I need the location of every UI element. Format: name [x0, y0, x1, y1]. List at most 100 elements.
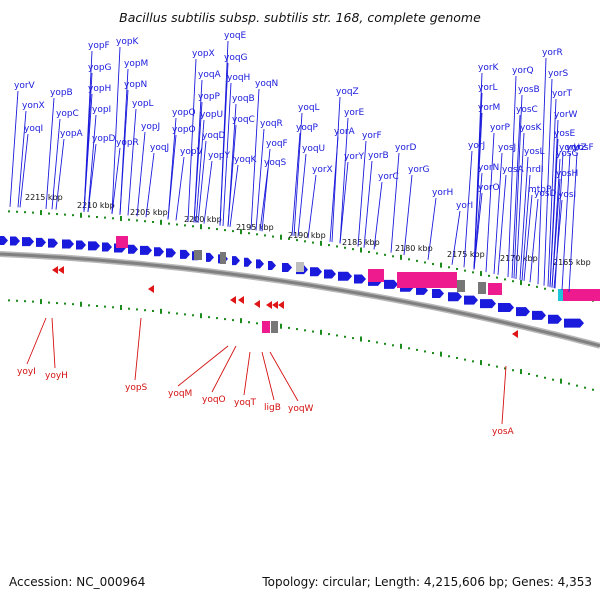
forward-gene-leader [259, 167, 269, 232]
upper-tick-mark [224, 229, 226, 232]
lower-tick-mark [528, 372, 530, 375]
forward-gene-arrow [22, 237, 34, 247]
forward-gene-arrow [180, 249, 190, 259]
lower-tick-mark [120, 304, 122, 310]
lower-tick-mark [472, 360, 474, 363]
reverse-gene-label: yoqO [202, 395, 226, 405]
forward-gene-arrow [0, 236, 8, 245]
reverse-gene-leader [261, 351, 275, 401]
forward-gene-arrow [416, 285, 428, 295]
lower-tick-mark [208, 316, 210, 319]
forward-gene-label: yoqE [224, 31, 247, 41]
forward-gene-arrow [432, 289, 444, 299]
forward-gene-label: yoqB [232, 94, 255, 104]
lower-tick-mark [360, 336, 362, 342]
forward-gene-label: yoqR [260, 119, 283, 129]
forward-gene-arrow [256, 259, 264, 269]
lower-tick-mark [536, 374, 538, 377]
forward-gene-leader [493, 152, 503, 274]
lower-tick-mark [576, 384, 578, 387]
upper-tick-mark [392, 255, 394, 258]
scale-label: 2205 kbp [130, 208, 168, 217]
upper-tick-mark [160, 219, 162, 225]
forward-gene-leader [427, 197, 437, 260]
upper-tick-mark [112, 217, 114, 220]
lower-tick-mark [488, 363, 490, 366]
forward-gene-arrow [532, 310, 546, 320]
upper-tick-mark [368, 250, 370, 253]
forward-gene-label: yorE [344, 108, 365, 118]
feature-box [563, 289, 600, 301]
upper-tick-mark [32, 211, 34, 214]
forward-gene-label: yopH [88, 84, 111, 94]
upper-tick-mark [432, 263, 434, 266]
forward-gene-label: yorC [378, 172, 399, 182]
forward-gene-label: yorM [478, 103, 500, 113]
feature-box [478, 282, 486, 294]
upper-tick-mark [80, 212, 82, 218]
lower-tick-mark [304, 329, 306, 332]
lower-tick-mark [104, 305, 106, 308]
lower-tick-mark [520, 369, 522, 375]
forward-gene-arrow [516, 307, 530, 317]
upper-tick-mark [544, 287, 546, 290]
backbone [0, 252, 600, 348]
scale-label: 2190 kbp [288, 231, 326, 240]
forward-gene-arrow [48, 238, 58, 248]
forward-gene-label: yosB [518, 85, 540, 95]
lower-tick-mark [400, 343, 402, 349]
lower-tick-mark [232, 319, 234, 322]
forward-gene-leader [451, 210, 461, 265]
forward-gene-label: yoqL [298, 103, 320, 113]
scale-label: 2175 kbp [447, 250, 485, 259]
forward-gene-label: yoqZ [336, 87, 359, 97]
lower-tick-mark [432, 352, 434, 355]
accession-label: Accession: NC_000964 [9, 575, 146, 589]
lower-tick-mark [88, 304, 90, 307]
lower-tick-mark [344, 335, 346, 338]
lower-tick-mark [80, 301, 82, 307]
forward-gene-leader [463, 150, 473, 268]
upper-tick-mark [216, 228, 218, 231]
upper-tick-mark [128, 218, 130, 221]
forward-gene-leader [87, 143, 97, 213]
forward-gene-label: yoqH [227, 73, 250, 83]
lower-tick-mark [192, 314, 194, 317]
forward-gene-leader [261, 148, 271, 232]
forward-gene-leader [203, 160, 213, 224]
forward-gene-leader [291, 132, 301, 236]
lower-tick-mark [152, 309, 154, 312]
upper-tick-mark [536, 285, 538, 288]
upper-tick-mark [296, 239, 298, 242]
forward-gene-label: yopF [88, 41, 110, 51]
forward-gene-arrow [102, 242, 112, 252]
forward-gene-label: yoqC [232, 115, 255, 125]
forward-gene-leader [329, 136, 339, 242]
lower-tick-mark [64, 302, 66, 305]
forward-gene-label: yonX [22, 101, 45, 111]
forward-gene-label: yopM [124, 59, 148, 69]
lower-tick-mark [440, 351, 442, 357]
lower-tick-mark [464, 358, 466, 361]
lower-tick-mark [296, 328, 298, 331]
feature-box [558, 289, 563, 301]
upper-tick-mark [240, 229, 242, 235]
upper-tick-mark [184, 224, 186, 227]
upper-tick-mark [96, 215, 98, 218]
forward-gene-leader [222, 82, 232, 227]
forward-gene-leader [119, 89, 129, 215]
forward-gene-label: yopC [56, 109, 79, 119]
forward-gene-label: yopG [88, 63, 112, 73]
forward-gene-leader [9, 90, 19, 207]
forward-gene-label: yopU [200, 110, 223, 120]
forward-gene-leader [193, 101, 203, 223]
lower-tick-mark [416, 348, 418, 351]
lower-tick-mark [112, 306, 114, 309]
upper-tick-mark [256, 233, 258, 236]
reverse-gene-label: yopS [125, 383, 148, 393]
feature-box [194, 250, 202, 260]
upper-tick-mark [440, 262, 442, 268]
forward-gene-label: yorA [334, 127, 356, 137]
forward-gene-leader [515, 132, 525, 280]
